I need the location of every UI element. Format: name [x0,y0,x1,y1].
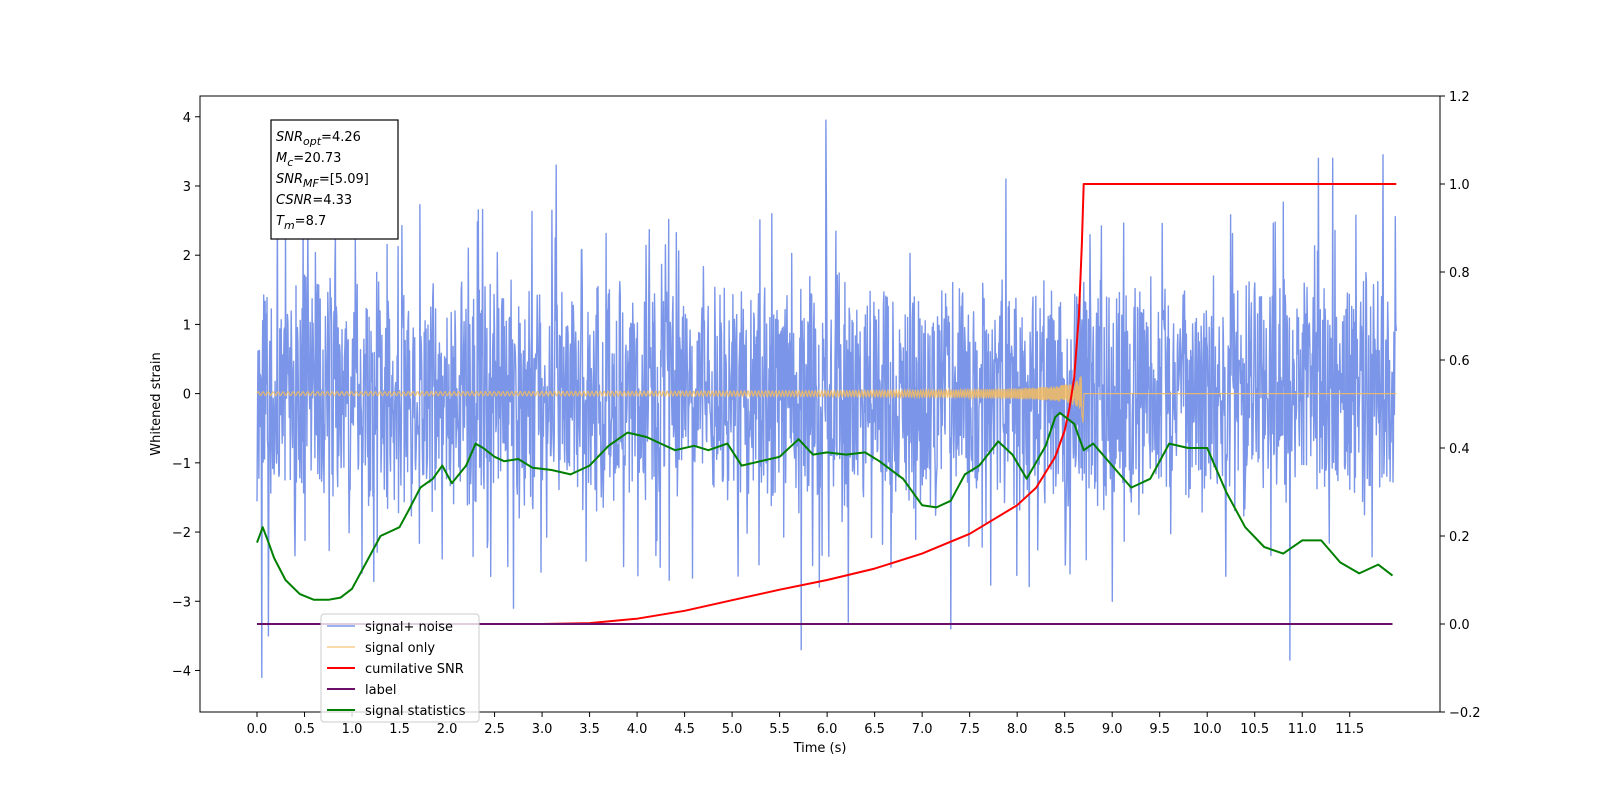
x-tick-label: 7.0 [912,722,933,737]
x-tick-label: 6.0 [817,722,838,737]
y-axis-left: −4 −3 −2 −1 0 1 2 3 4 [172,111,200,679]
legend-label: label [365,683,396,698]
annotation-frame [270,119,399,240]
annotation-line: CSNR=4.33 [276,193,352,208]
y-tick-label: 1 [183,318,191,333]
x-tick-label: 9.0 [1102,722,1123,737]
x-tick-label: 1.0 [342,722,363,737]
y-tick-label: −3 [172,595,191,610]
x-tick-label: 11.5 [1335,722,1364,737]
x-tick-label: 2.5 [484,722,505,737]
x-tick-label: 9.5 [1149,722,1170,737]
series-signal-only [256,376,1397,423]
y2-tick-label: −0.2 [1449,706,1481,721]
plot-frame [199,95,1441,713]
annotation-line: SNRopt=4.26 [276,130,361,148]
x-axis-label: Time (s) [793,741,847,756]
y2-tick-label: 0.4 [1449,442,1470,457]
y2-tick-label: 0.6 [1449,354,1470,369]
series-cumilative-snr [257,183,1397,625]
y-axis-right: −0.2 0.0 0.2 0.4 0.6 0.8 1.0 1.2 [1440,90,1481,721]
legend-label: signal only [365,641,435,656]
legend-label: signal+ noise [365,620,453,635]
y-tick-label: 0 [183,388,191,403]
legend: signal+ noise signal only cumilative SNR la… [320,613,480,723]
series-signal-noise [256,119,1397,679]
x-axis: 0.0 0.5 1.0 1.5 2.0 2.5 3.0 3.5 4.0 4.5 5.0 5.5 6.0 6… [247,712,1364,737]
y-tick-label: 2 [183,249,191,264]
x-tick-label: 7.5 [959,722,980,737]
x-tick-label: 1.5 [389,722,410,737]
x-tick-label: 3.0 [532,722,553,737]
y-tick-label: 3 [183,180,191,195]
y2-tick-label: 0.2 [1449,530,1470,545]
x-tick-label: 0.5 [294,722,315,737]
y-tick-label: −1 [172,457,191,472]
x-tick-label: 3.5 [579,722,600,737]
y2-tick-label: 1.0 [1449,178,1470,193]
x-tick-label: 4.0 [627,722,648,737]
x-tick-label: 5.0 [722,722,743,737]
legend-frame [320,613,480,723]
x-tick-label: 8.5 [1054,722,1075,737]
annotation-line: Tm=8.7 [276,214,326,232]
x-tick-label: 4.5 [674,722,695,737]
legend-label: cumilative SNR [365,662,464,677]
y-axis-label: Whitened strain [149,352,164,455]
x-tick-label: 2.0 [437,722,458,737]
y-tick-label: −4 [172,664,191,679]
x-tick-label: 5.5 [769,722,790,737]
x-tick-label: 10.5 [1240,722,1269,737]
y-tick-label: −2 [172,526,191,541]
x-tick-label: 6.5 [864,722,885,737]
annotation-box: SNRopt=4.26 Mc=20.73 SNRMF=[5.09] CSNR=4.33… [270,119,399,240]
y-tick-label: 4 [183,111,191,126]
x-tick-label: 0.0 [247,722,268,737]
x-tick-label: 8.0 [1007,722,1028,737]
annotation-line: Mc=20.73 [276,151,341,169]
y2-tick-label: 0.0 [1449,618,1470,633]
series-signal-statistics [256,411,1394,601]
y2-tick-label: 0.8 [1449,266,1470,281]
annotation-line: SNRMF=[5.09] [276,172,369,190]
y2-tick-label: 1.2 [1449,90,1470,105]
legend-label: signal statistics [365,704,466,719]
x-tick-label: 11.0 [1288,722,1317,737]
x-tick-label: 10.0 [1193,722,1222,737]
